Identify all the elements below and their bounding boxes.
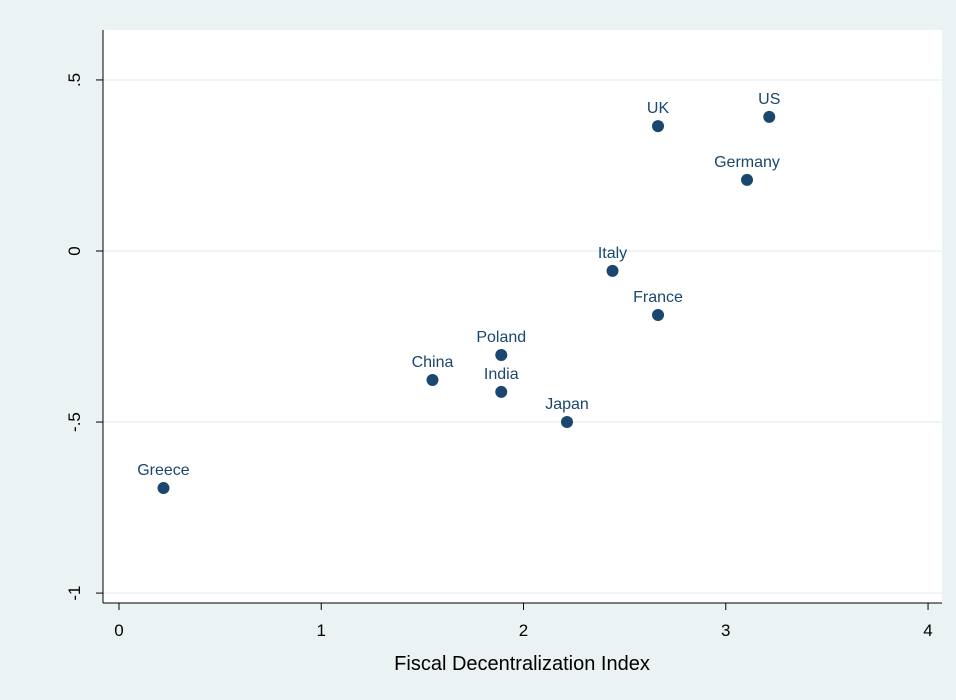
y-tick-label: -.5: [65, 412, 84, 432]
x-axis-title: Fiscal Decentralization Index: [394, 653, 650, 675]
point-label: Italy: [598, 245, 627, 262]
x-tick-label: 3: [721, 621, 730, 640]
x-tick-label: 1: [317, 621, 326, 640]
point-label: France: [633, 289, 683, 306]
point: [426, 373, 439, 386]
y-tick-label: 0: [65, 246, 84, 255]
point: [495, 385, 508, 398]
point: [652, 120, 665, 133]
x-tick-label: 2: [519, 621, 528, 640]
point: [652, 308, 665, 321]
point-label: UK: [647, 100, 670, 117]
point: [741, 173, 754, 186]
point: [606, 264, 619, 277]
point-label: Greece: [137, 462, 190, 479]
point: [157, 482, 170, 495]
x-tick-label: 0: [114, 621, 123, 640]
plot-area: [103, 30, 942, 603]
x-tick-label: 4: [923, 621, 932, 640]
point-label: Japan: [545, 396, 589, 413]
point-label: China: [412, 354, 454, 371]
point-label: Germany: [714, 154, 780, 171]
point: [560, 416, 573, 429]
point-label: India: [484, 366, 519, 383]
point-label: Poland: [476, 329, 526, 346]
y-tick-label: .5: [65, 73, 84, 87]
point-label: US: [758, 91, 780, 108]
point: [763, 110, 776, 123]
y-tick-label: -1: [65, 586, 84, 601]
point: [495, 348, 508, 361]
